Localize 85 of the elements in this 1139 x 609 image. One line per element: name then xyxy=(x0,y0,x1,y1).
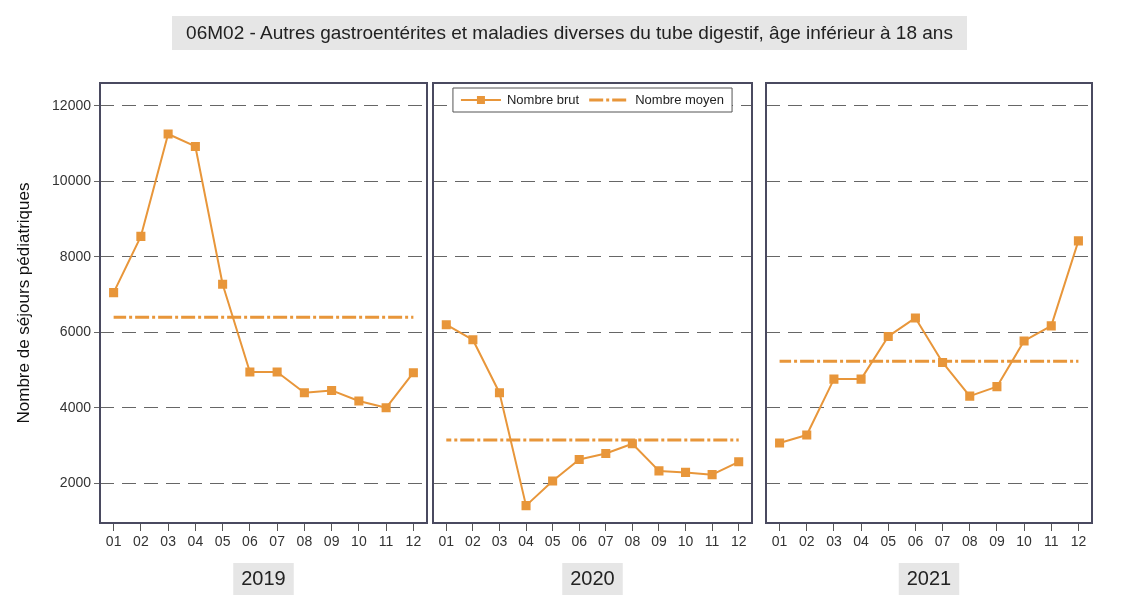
y-tick-label: 2000 xyxy=(59,474,92,491)
point xyxy=(992,382,1002,392)
point xyxy=(802,430,812,440)
x-tick-label: 05 xyxy=(214,533,231,550)
x-tick-label: 10 xyxy=(351,533,367,550)
point xyxy=(883,331,893,341)
point xyxy=(408,368,418,378)
y-tick-label: 4000 xyxy=(59,398,92,415)
point xyxy=(707,470,717,480)
point xyxy=(1073,236,1083,246)
x-tick-label: 07 xyxy=(269,533,286,550)
x-axis-title: 2020 xyxy=(570,566,615,589)
x-tick-label: 03 xyxy=(826,533,842,550)
x-tick-label: 09 xyxy=(651,533,667,550)
x-tick-label: 12 xyxy=(1070,533,1087,550)
x-tick-label: 04 xyxy=(853,533,870,550)
x-tick-label: 06 xyxy=(571,533,588,550)
x-tick-label: 01 xyxy=(438,533,455,550)
y-tick-label: 10000 xyxy=(52,172,92,189)
point xyxy=(681,467,691,477)
point xyxy=(299,388,309,398)
x-tick-label: 02 xyxy=(465,533,481,550)
point xyxy=(775,438,785,448)
point xyxy=(354,396,364,406)
x-tick-label: 12 xyxy=(405,533,422,550)
x-tick-label: 10 xyxy=(1016,533,1033,550)
x-tick-label: 11 xyxy=(1043,533,1059,550)
point xyxy=(245,367,255,377)
point xyxy=(548,476,558,486)
x-tick-label: 04 xyxy=(518,533,535,550)
y-tick-label: 12000 xyxy=(52,96,92,113)
x-axis-title: 2019 xyxy=(241,566,286,589)
legend-label: Nombre moyen xyxy=(635,91,725,107)
point xyxy=(654,466,664,476)
x-tick-label: 06 xyxy=(242,533,258,550)
x-tick-label: 06 xyxy=(907,533,924,550)
x-tick-label: 08 xyxy=(624,533,641,550)
point xyxy=(272,367,282,377)
legend-label: Nombre brut xyxy=(506,91,580,107)
x-tick-label: 10 xyxy=(677,533,694,550)
y-axis-title: Nombre de séjours pédiatriques xyxy=(13,182,33,424)
point xyxy=(938,357,948,368)
point xyxy=(109,288,119,298)
point xyxy=(163,129,173,139)
point xyxy=(601,448,611,459)
point xyxy=(441,320,451,330)
y-tick-label: 6000 xyxy=(59,323,92,340)
x-tick-label: 07 xyxy=(598,533,614,550)
point xyxy=(521,501,531,511)
x-tick-label: 12 xyxy=(730,533,747,550)
point xyxy=(327,385,337,395)
point xyxy=(574,455,584,465)
x-tick-label: 09 xyxy=(323,533,340,550)
x-tick-label: 09 xyxy=(989,533,1005,550)
x-tick-label: 07 xyxy=(934,533,951,550)
point xyxy=(910,313,920,323)
x-tick-label: 01 xyxy=(105,533,122,550)
x-tick-label: 11 xyxy=(378,533,394,550)
x-tick-label: 05 xyxy=(880,533,897,550)
point xyxy=(627,439,637,449)
point xyxy=(381,403,391,413)
point xyxy=(1046,321,1056,331)
point xyxy=(856,374,866,384)
point xyxy=(829,374,839,384)
x-tick-label: 05 xyxy=(544,533,561,550)
x-tick-label: 02 xyxy=(133,533,149,550)
point xyxy=(190,141,200,151)
point xyxy=(218,279,228,289)
x-tick-label: 03 xyxy=(160,533,177,550)
x-axis-title: 2021 xyxy=(906,566,952,589)
x-tick-label: 08 xyxy=(961,533,978,550)
x-tick-label: 11 xyxy=(704,533,720,550)
x-tick-label: 03 xyxy=(491,533,508,550)
point xyxy=(468,335,478,345)
chart-title: 06M02 - Autres gastroentérites et maladies diverses du tube digestif, âge inférieur à 18 ans xyxy=(172,16,967,50)
point xyxy=(494,388,504,398)
point xyxy=(965,391,975,401)
x-tick-label: 02 xyxy=(798,533,815,550)
y-tick-label: 8000 xyxy=(59,247,92,264)
point xyxy=(1019,336,1029,346)
x-tick-label: 01 xyxy=(771,533,788,550)
x-tick-label: 08 xyxy=(296,533,313,550)
point xyxy=(136,231,146,241)
point xyxy=(734,457,744,467)
x-tick-label: 04 xyxy=(187,533,204,550)
